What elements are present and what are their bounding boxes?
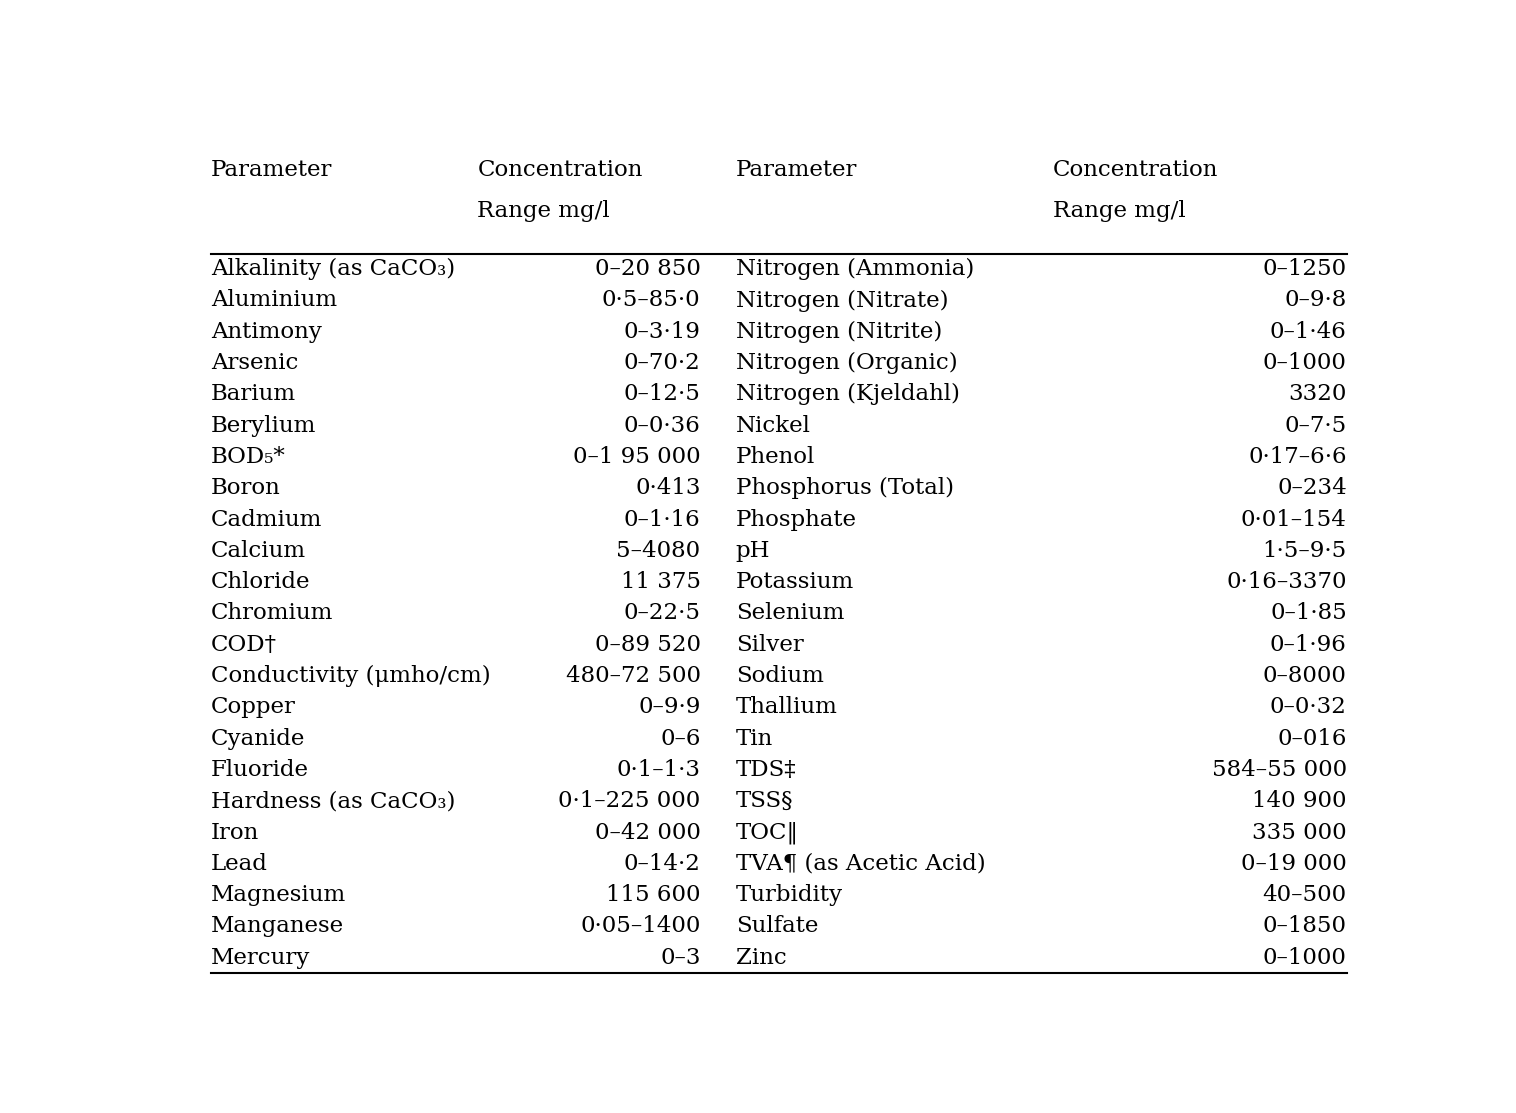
Text: 584–55 000: 584–55 000 [1211,759,1346,781]
Text: 0–0·32: 0–0·32 [1270,697,1346,718]
Text: Cadmium: Cadmium [211,509,321,531]
Text: Zinc: Zinc [735,947,787,968]
Text: Parameter: Parameter [211,159,332,181]
Text: 0–89 520: 0–89 520 [594,633,700,656]
Text: Magnesium: Magnesium [211,884,346,906]
Text: 0–016: 0–016 [1278,728,1346,750]
Text: BOD₅*: BOD₅* [211,446,285,467]
Text: 0·413: 0·413 [635,477,700,500]
Text: 0·01–154: 0·01–154 [1242,509,1346,531]
Text: 0–9·9: 0–9·9 [638,697,700,718]
Text: 0–234: 0–234 [1276,477,1346,500]
Text: 0–8000: 0–8000 [1263,666,1346,687]
Text: 0–3: 0–3 [659,947,700,968]
Text: Selenium: Selenium [735,602,844,624]
Text: Lead: Lead [211,853,267,875]
Text: 0–19 000: 0–19 000 [1242,853,1346,875]
Text: Arsenic: Arsenic [211,352,299,374]
Text: 0–1000: 0–1000 [1263,352,1346,374]
Text: Nitrogen (Ammonia): Nitrogen (Ammonia) [735,258,975,280]
Text: 0–7·5: 0–7·5 [1284,415,1346,436]
Text: Phenol: Phenol [735,446,816,467]
Text: 0–12·5: 0–12·5 [623,383,700,405]
Text: 0–1·16: 0–1·16 [623,509,700,531]
Text: 0–1250: 0–1250 [1263,258,1346,280]
Text: 0–3·19: 0–3·19 [623,321,700,343]
Text: TVA¶ (as Acetic Acid): TVA¶ (as Acetic Acid) [735,853,985,875]
Text: 0–22·5: 0–22·5 [623,602,700,624]
Text: Parameter: Parameter [735,159,857,181]
Text: Concentration: Concentration [478,159,643,181]
Text: 0–6: 0–6 [659,728,700,750]
Text: Calcium: Calcium [211,540,306,562]
Text: Potassium: Potassium [735,571,854,593]
Text: 0·1–225 000: 0·1–225 000 [558,790,700,812]
Text: 115 600: 115 600 [606,884,700,906]
Text: Tin: Tin [735,728,773,750]
Text: TSS§: TSS§ [735,790,793,812]
Text: Aluminium: Aluminium [211,289,337,312]
Text: Barium: Barium [211,383,296,405]
Text: Conductivity (μmho/cm): Conductivity (μmho/cm) [211,666,490,687]
Text: Chloride: Chloride [211,571,311,593]
Text: Range mg/l: Range mg/l [1054,200,1186,223]
Text: 0·16–3370: 0·16–3370 [1226,571,1346,593]
Text: 0–1000: 0–1000 [1263,947,1346,968]
Text: Sulfate: Sulfate [735,916,819,937]
Text: Concentration: Concentration [1054,159,1219,181]
Text: 0·5–85·0: 0·5–85·0 [602,289,700,312]
Text: 0–1·46: 0–1·46 [1270,321,1346,343]
Text: Boron: Boron [211,477,280,500]
Text: Nitrogen (Kjeldahl): Nitrogen (Kjeldahl) [735,383,960,405]
Text: Antimony: Antimony [211,321,321,343]
Text: 3320: 3320 [1289,383,1346,405]
Text: pH: pH [735,540,770,562]
Text: Thallium: Thallium [735,697,838,718]
Text: 0–1 95 000: 0–1 95 000 [573,446,700,467]
Text: Silver: Silver [735,633,803,656]
Text: Manganese: Manganese [211,916,344,937]
Text: Cyanide: Cyanide [211,728,305,750]
Text: 0·05–1400: 0·05–1400 [581,916,700,937]
Text: Hardness (as CaCO₃): Hardness (as CaCO₃) [211,790,455,812]
Text: Copper: Copper [211,697,296,718]
Text: 11 375: 11 375 [620,571,700,593]
Text: 0–0·36: 0–0·36 [623,415,700,436]
Text: COD†: COD† [211,633,276,656]
Text: 0–1·96: 0–1·96 [1270,633,1346,656]
Text: Alkalinity (as CaCO₃): Alkalinity (as CaCO₃) [211,258,455,280]
Text: 0–70·2: 0–70·2 [623,352,700,374]
Text: Nitrogen (Nitrate): Nitrogen (Nitrate) [735,289,949,312]
Text: Phosphorus (Total): Phosphorus (Total) [735,477,954,500]
Text: Phosphate: Phosphate [735,509,857,531]
Text: 480–72 500: 480–72 500 [565,666,700,687]
Text: Berylium: Berylium [211,415,315,436]
Text: 0–9·8: 0–9·8 [1284,289,1346,312]
Text: Iron: Iron [211,821,259,844]
Text: Nickel: Nickel [735,415,811,436]
Text: Mercury: Mercury [211,947,311,968]
Text: Turbidity: Turbidity [735,884,843,906]
Text: 0–42 000: 0–42 000 [594,821,700,844]
Text: Nitrogen (Nitrite): Nitrogen (Nitrite) [735,321,941,343]
Text: Sodium: Sodium [735,666,823,687]
Text: 5–4080: 5–4080 [617,540,700,562]
Text: Range mg/l: Range mg/l [478,200,609,223]
Text: 0–14·2: 0–14·2 [623,853,700,875]
Text: 0·17–6·6: 0·17–6·6 [1248,446,1346,467]
Text: 40–500: 40–500 [1263,884,1346,906]
Text: 0–1·85: 0–1·85 [1270,602,1346,624]
Text: 0–20 850: 0–20 850 [594,258,700,280]
Text: 140 900: 140 900 [1252,790,1346,812]
Text: 0–1850: 0–1850 [1263,916,1346,937]
Text: Chromium: Chromium [211,602,334,624]
Text: 0·1–1·3: 0·1–1·3 [617,759,700,781]
Text: Nitrogen (Organic): Nitrogen (Organic) [735,352,958,374]
Text: Fluoride: Fluoride [211,759,309,781]
Text: TDS‡: TDS‡ [735,759,796,781]
Text: TOC‖: TOC‖ [735,821,799,844]
Text: 335 000: 335 000 [1252,821,1346,844]
Text: 1·5–9·5: 1·5–9·5 [1263,540,1346,562]
